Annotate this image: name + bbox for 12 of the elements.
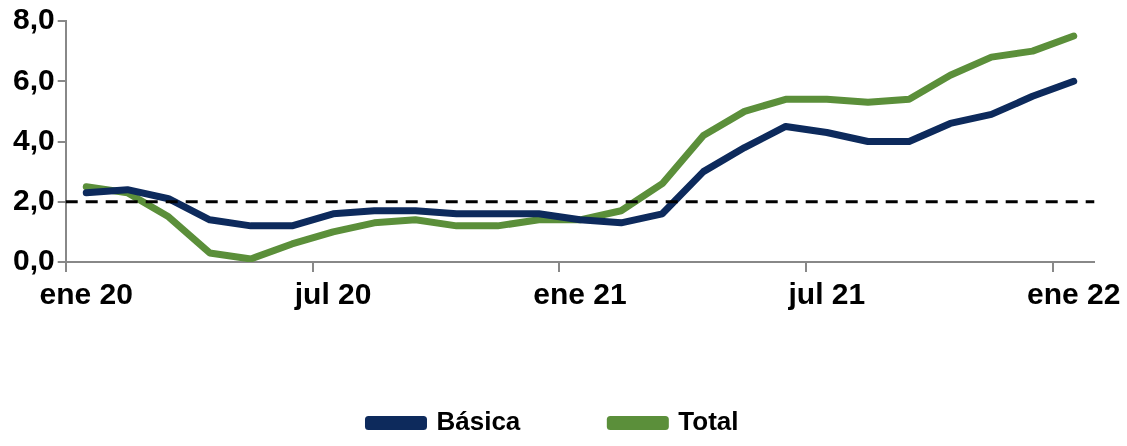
x-tick-label: ene 22 (1027, 277, 1121, 311)
x-tick-label: ene 21 (533, 277, 627, 311)
y-tick-label: 2,0 (12, 183, 55, 217)
y-tick-label: 0,0 (12, 243, 55, 277)
x-tick-label: jul 21 (787, 277, 866, 311)
x-tick-label: jul 20 (293, 277, 372, 311)
y-tick-label: 6,0 (12, 62, 55, 96)
y-tick-label: 4,0 (12, 122, 55, 156)
x-tick-label: ene 20 (39, 277, 133, 311)
y-tick-label: 8,0 (12, 2, 55, 36)
legend-label: Básica (436, 406, 521, 437)
legend-label: Total (678, 406, 739, 437)
